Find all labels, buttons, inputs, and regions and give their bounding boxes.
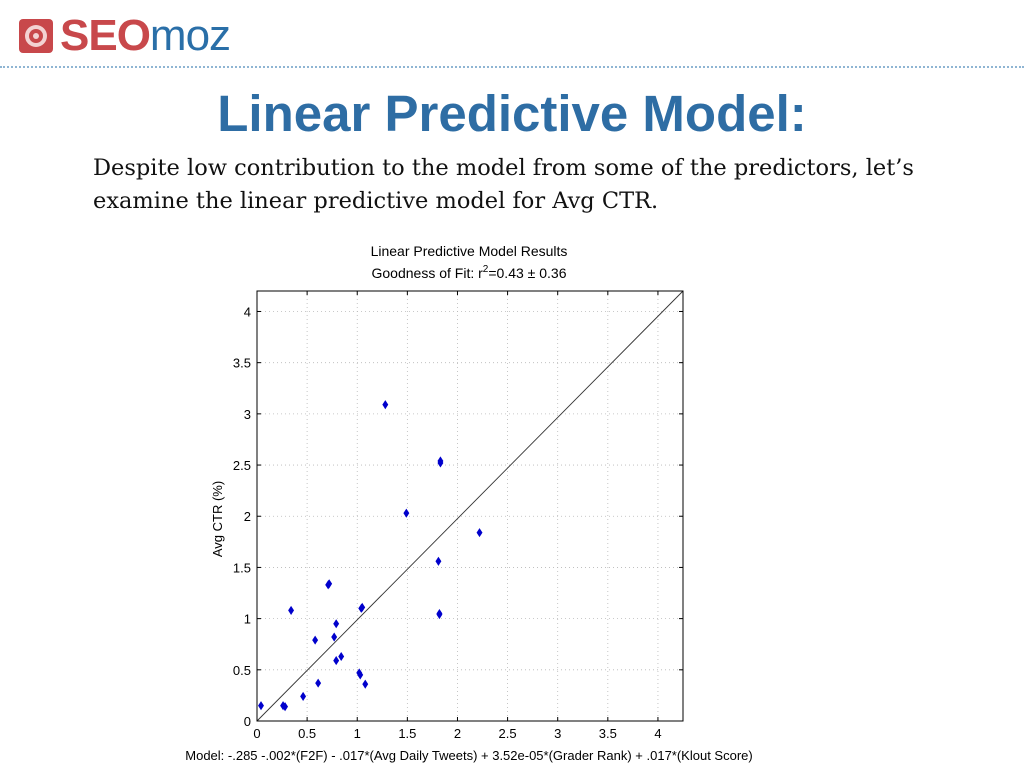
chart-grid [257, 291, 683, 721]
axis-ticks: 0 0.5 1 1.5 2 2.5 3 3.5 4 0 0.5 1 1.5 2 2.5 3 3.5 4 [233, 291, 683, 741]
x-tick-label: 1.5 [398, 726, 416, 741]
slide-title: Linear Predictive Model: [217, 85, 807, 142]
data-point [326, 579, 333, 589]
x-tick-label: 2 [454, 726, 461, 741]
header-divider [0, 66, 1024, 68]
data-point [338, 651, 345, 662]
data-point [300, 691, 307, 701]
data-point [333, 656, 340, 666]
chart-subtitle-sup: 2 [483, 264, 489, 275]
data-points [258, 400, 483, 712]
intro-paragraph: Despite low contribution to the model fr… [93, 152, 993, 218]
model-caption: Model: -.285 -.002*(F2F) - .017*(Avg Dai… [185, 748, 752, 763]
intro-line-2: examine the linear predictive model for … [93, 188, 659, 214]
data-point [476, 528, 483, 538]
chart-subtitle-prefix: Goodness of Fit: r [372, 265, 484, 281]
data-point [288, 605, 295, 615]
y-tick-label: 2 [244, 509, 251, 524]
y-tick-label: 3 [244, 407, 251, 422]
data-point [258, 701, 264, 711]
y-tick-label: 2.5 [233, 458, 251, 473]
logo-seo-text: SEO [60, 11, 151, 60]
y-tick-label: 0.5 [233, 663, 251, 678]
x-tick-label: 1 [354, 726, 361, 741]
y-tick-label: 3.5 [233, 356, 251, 371]
chart-subtitle-suffix: =0.43 ± 0.36 [488, 265, 566, 281]
data-point [437, 456, 444, 466]
y-tick-label: 4 [244, 304, 251, 319]
data-point [359, 602, 366, 612]
x-tick-label: 2.5 [499, 726, 517, 741]
chart-title: Linear Predictive Model Results [371, 243, 568, 259]
intro-line-1: Despite low contribution to the model fr… [93, 155, 914, 181]
data-point [315, 678, 322, 688]
data-point [333, 619, 340, 629]
x-tick-label: 0.5 [298, 726, 316, 741]
logo-moz-text: moz [149, 11, 231, 60]
seomoz-gear-icon [19, 19, 53, 53]
data-point [435, 556, 442, 566]
data-point [436, 608, 443, 619]
seomoz-logo: SEOmoz [18, 11, 231, 60]
x-tick-label: 0 [253, 726, 260, 741]
data-point [382, 400, 389, 410]
reference-line [256, 290, 684, 722]
data-point [282, 702, 289, 712]
data-point [331, 632, 338, 642]
x-tick-label: 3.5 [599, 726, 617, 741]
x-tick-label: 3 [554, 726, 561, 741]
chart-subtitle: Goodness of Fit: r2=0.43 ± 0.36 [372, 264, 567, 281]
y-tick-label: 1 [244, 612, 251, 627]
data-point [357, 670, 364, 680]
y-tick-label: 0 [244, 714, 251, 729]
y-axis-label: Avg CTR (%) [210, 481, 225, 557]
data-point [362, 679, 369, 689]
plot-frame [256, 290, 684, 722]
data-point [403, 508, 410, 518]
y-tick-label: 1.5 [233, 560, 251, 575]
x-tick-label: 4 [654, 726, 661, 741]
data-point [312, 635, 319, 645]
